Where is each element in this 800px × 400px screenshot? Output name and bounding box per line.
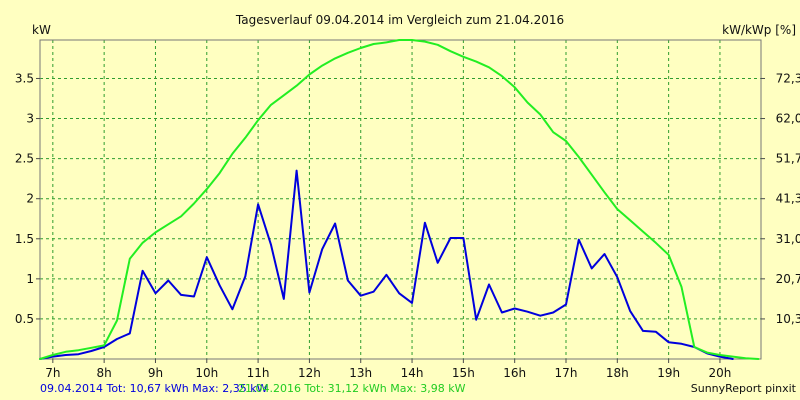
- x-tick-label: 7h: [45, 366, 60, 380]
- y-left-tick-label: 3: [26, 112, 34, 126]
- x-tick-label: 13h: [349, 366, 372, 380]
- x-tick-label: 10h: [195, 366, 218, 380]
- y-right-tick-label: 51,7: [776, 152, 800, 166]
- x-tick-label: 16h: [503, 366, 526, 380]
- x-tick-label: 14h: [401, 366, 424, 380]
- x-tick-label: 12h: [298, 366, 321, 380]
- grid-lines: [40, 40, 761, 359]
- legend-series-2: 21.04.2016 Tot: 31,12 kWh Max: 3,98 kW: [238, 382, 466, 395]
- y-left-tick-label: 0.5: [15, 312, 34, 326]
- legend-series-1: 09.04.2014 Tot: 10,67 kWh Max: 2,35 kW: [40, 382, 268, 395]
- right-axis-label: kW/kWp [%]: [722, 23, 796, 37]
- chart-title: Tagesverlauf 09.04.2014 im Vergleich zum…: [235, 13, 564, 27]
- series-line-2: [39, 39, 760, 360]
- y-right-tick-label: 31,0: [776, 232, 800, 246]
- series-lines: [39, 39, 760, 360]
- x-tick-label: 15h: [452, 366, 475, 380]
- y-left-tick-label: 1.5: [15, 232, 34, 246]
- plot-area-border: [39, 39, 762, 360]
- credit-text: SunnyReport pinxit: [691, 382, 797, 395]
- x-tick-label: 17h: [555, 366, 578, 380]
- y-left-tick-label: 3.5: [15, 71, 34, 85]
- x-tick-label: 8h: [97, 366, 112, 380]
- y-left-tick-label: 1: [26, 272, 34, 286]
- x-tick-label: 11h: [247, 366, 270, 380]
- y-right-tick-label: 62,0: [776, 112, 800, 126]
- axis-ticks: 7h 8h 9h 10h 11h 12h 13h 14h 15h 16h 17h 18h 19h 20h 0…: [15, 71, 800, 380]
- y-right-tick-label: 41,3: [776, 192, 800, 206]
- left-axis-label: kW: [32, 23, 51, 37]
- series-line-1: [39, 169, 734, 360]
- y-left-tick-label: 2: [26, 192, 34, 206]
- y-right-tick-label: 20,7: [776, 272, 800, 286]
- y-right-tick-label: 10,3: [776, 312, 800, 326]
- x-tick-label: 18h: [606, 366, 629, 380]
- x-tick-label: 9h: [148, 366, 163, 380]
- y-left-tick-label: 2.5: [15, 152, 34, 166]
- x-tick-label: 19h: [657, 366, 680, 380]
- y-right-tick-label: 72,3: [776, 71, 800, 85]
- x-tick-label: 20h: [709, 366, 732, 380]
